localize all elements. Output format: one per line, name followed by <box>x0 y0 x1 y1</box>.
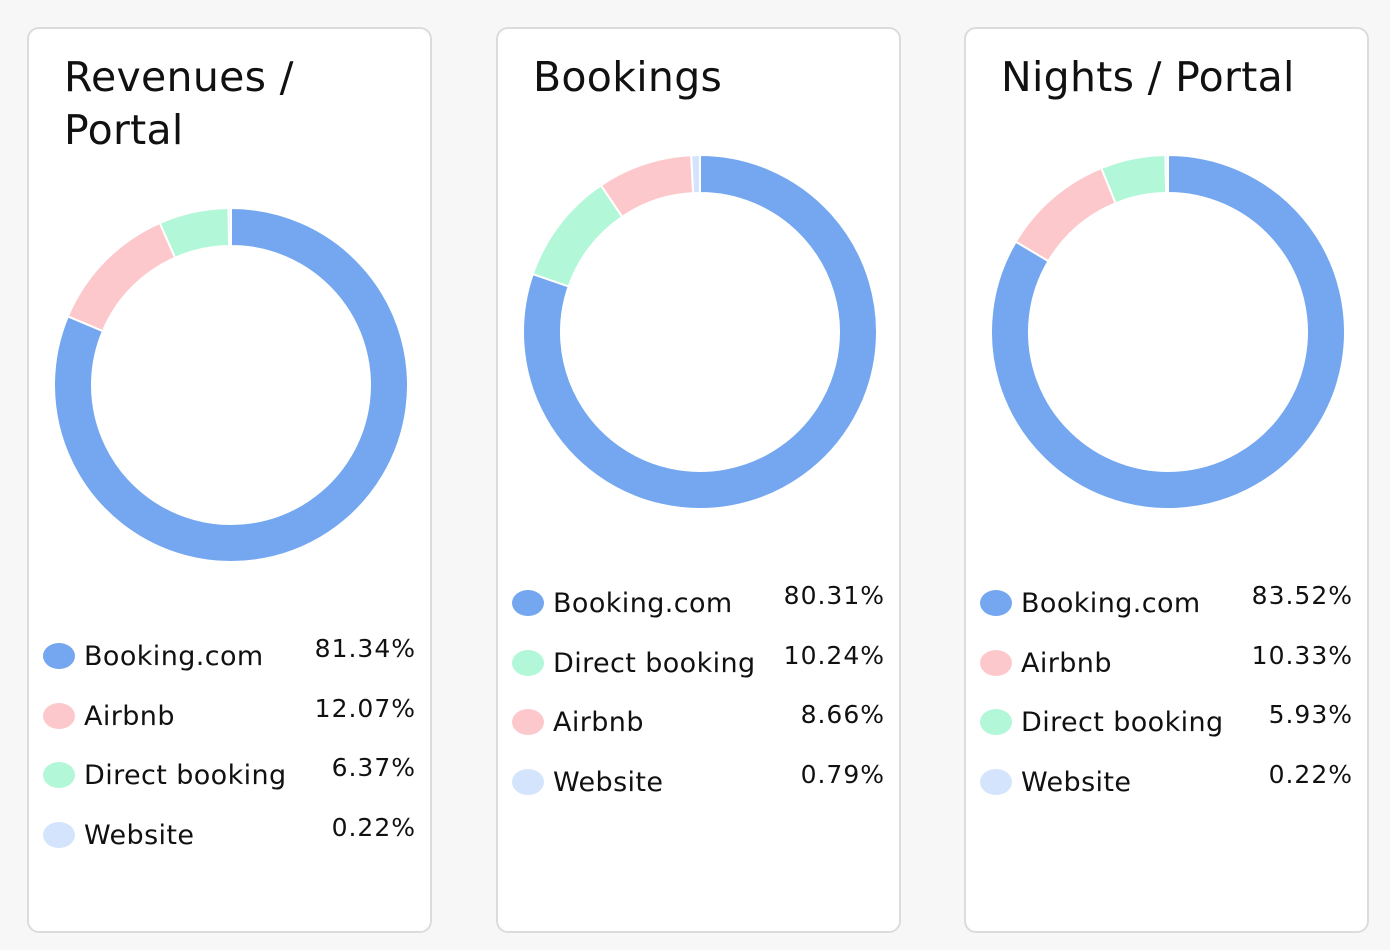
legend-label: Booking.com <box>553 588 733 619</box>
donut-slice-airbnb[interactable] <box>66 221 177 333</box>
legend-swatch <box>43 643 75 669</box>
chart-title: Nights / Portal <box>1001 53 1295 101</box>
donut-slice-direct-booking[interactable] <box>531 184 624 288</box>
legend-item-website[interactable]: Website 0.22% <box>980 755 1353 815</box>
legend-item-direct-booking[interactable]: Direct booking 10.24% <box>512 636 885 696</box>
donut-slice-airbnb[interactable] <box>599 154 695 218</box>
legend-value: 8.66% <box>800 700 885 729</box>
legend-swatch <box>43 762 75 788</box>
legend-label: Website <box>553 766 664 798</box>
legend-label: Airbnb <box>553 707 644 738</box>
revenues-portal-card: Revenues / Portal Booking.com 81.34% Airbn… <box>27 27 432 933</box>
legend-value: 0.22% <box>331 812 416 842</box>
chart-title: Revenues / Portal <box>64 53 294 154</box>
legend-swatch <box>980 649 1012 676</box>
legend-value: 83.52% <box>1251 581 1353 610</box>
nights-portal-card: Nights / Portal Booking.com 83.52% Airbnb 1… <box>964 27 1369 933</box>
legend-swatch <box>512 768 544 795</box>
legend-value: 0.22% <box>1268 759 1353 789</box>
donut-slice-airbnb[interactable] <box>1014 167 1117 263</box>
donut-slice-website[interactable] <box>690 154 701 195</box>
legend-value: 10.24% <box>783 640 885 670</box>
chart-legend: Booking.com 80.31% Direct booking 10.24% Air… <box>512 576 885 814</box>
chart-title: Bookings <box>533 53 723 101</box>
legend-swatch <box>512 709 544 735</box>
legend-swatch <box>512 649 544 676</box>
donut-slice-website[interactable] <box>1164 154 1169 195</box>
legend-value: 80.31% <box>783 581 885 610</box>
legend-label: Website <box>1021 766 1132 798</box>
legend-item-airbnb[interactable]: Airbnb 12.07% <box>43 689 416 749</box>
legend-value: 12.07% <box>314 693 416 723</box>
legend-label: Booking.com <box>1021 588 1201 619</box>
legend-label: Direct booking <box>553 647 756 679</box>
legend-item-airbnb[interactable]: Airbnb 8.66% <box>512 695 885 755</box>
donut-chart[interactable] <box>520 152 880 512</box>
legend-swatch <box>980 768 1012 795</box>
chart-legend: Booking.com 81.34% Airbnb 12.07% Direct book… <box>43 629 416 867</box>
legend-label: Direct booking <box>84 760 287 791</box>
legend-value: 5.93% <box>1268 700 1353 729</box>
legend-item-booking-com[interactable]: Booking.com 80.31% <box>512 576 885 636</box>
legend-swatch <box>512 590 544 616</box>
legend-label: Direct booking <box>1021 707 1224 738</box>
chart-legend: Booking.com 83.52% Airbnb 10.33% Direct book… <box>980 576 1353 814</box>
legend-item-airbnb[interactable]: Airbnb 10.33% <box>980 636 1353 696</box>
donut-slice-booking-com[interactable] <box>990 154 1346 510</box>
legend-label: Airbnb <box>84 700 175 732</box>
legend-label: Booking.com <box>84 641 264 672</box>
legend-swatch <box>43 821 75 848</box>
bookings-card: Bookings Booking.com 80.31% Direct booking… <box>496 27 901 933</box>
donut-chart[interactable] <box>51 205 411 565</box>
legend-swatch <box>980 590 1012 616</box>
legend-swatch <box>980 709 1012 735</box>
legend-item-direct-booking[interactable]: Direct booking 6.37% <box>43 748 416 808</box>
legend-swatch <box>43 702 75 729</box>
legend-label: Website <box>84 819 195 851</box>
legend-item-website[interactable]: Website 0.22% <box>43 808 416 868</box>
legend-value: 81.34% <box>314 634 416 663</box>
donut-slice-booking-com[interactable] <box>53 207 409 563</box>
donut-slice-website[interactable] <box>227 207 232 248</box>
donut-slice-booking-com[interactable] <box>522 154 878 510</box>
donut-chart[interactable] <box>988 152 1348 512</box>
legend-value: 0.79% <box>800 759 885 789</box>
legend-item-direct-booking[interactable]: Direct booking 5.93% <box>980 695 1353 755</box>
legend-item-booking-com[interactable]: Booking.com 83.52% <box>980 576 1353 636</box>
legend-item-website[interactable]: Website 0.79% <box>512 755 885 815</box>
legend-value: 10.33% <box>1251 640 1353 670</box>
legend-label: Airbnb <box>1021 647 1112 679</box>
legend-value: 6.37% <box>331 753 416 782</box>
legend-item-booking-com[interactable]: Booking.com 81.34% <box>43 629 416 689</box>
